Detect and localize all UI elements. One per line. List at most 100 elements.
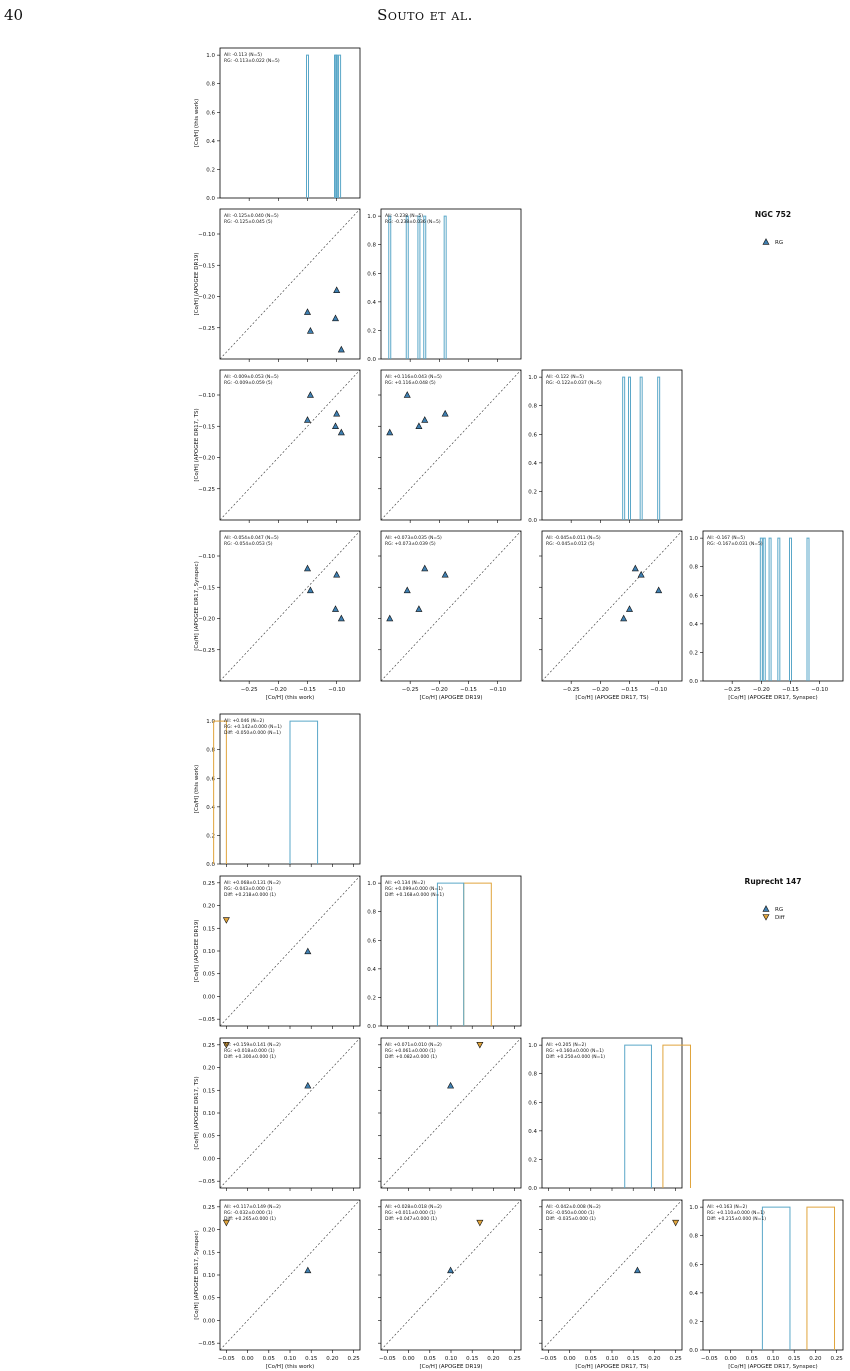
x-tick-label: 0.25 (670, 1356, 683, 1362)
histogram-bar-rg (306, 54, 309, 198)
histogram-bar-diff (213, 720, 227, 864)
stats-annotation: RG: +0.160±0.000 (N=1) (546, 1048, 604, 1054)
legend-label: RG (775, 907, 783, 913)
panel-frame (702, 530, 844, 682)
data-point-rg (303, 308, 312, 315)
data-point-rg (306, 391, 314, 398)
x-tick-label: 0.00 (563, 1356, 576, 1362)
data-point-diff (222, 1219, 230, 1227)
panel-frame (219, 208, 361, 360)
y-tick-label: 0.2 (528, 489, 537, 495)
data-point-diff (222, 1042, 230, 1049)
stats-annotation: Diff: +0.218±0.000 (1) (224, 892, 276, 898)
data-point-rg (447, 1266, 455, 1274)
y-tick-label: −0.05 (198, 1341, 215, 1347)
stats-annotation: RG: -0.125±0.045 (5) (224, 219, 273, 225)
one-to-one-line (380, 530, 522, 682)
y-tick-label: 0.10 (203, 949, 216, 955)
data-point-rg (304, 1081, 312, 1089)
y-tick-label: −0.05 (198, 1179, 215, 1185)
panel-frame (219, 875, 361, 1027)
legend-marker-diff (762, 914, 770, 921)
histogram-bar-diff (463, 882, 492, 1026)
data-point-rg (333, 286, 341, 293)
y-tick-label: 0.8 (689, 565, 698, 571)
y-tick-label: −0.25 (198, 487, 215, 493)
data-point-rg (441, 570, 449, 578)
y-tick-label: 0.4 (367, 967, 376, 973)
histogram-bar-rg (768, 537, 772, 681)
panel-frame (219, 47, 361, 199)
y-tick-label: −0.20 (198, 295, 215, 301)
panel-frame (541, 1037, 683, 1189)
y-tick-label: 0.6 (367, 938, 376, 944)
histogram-bar-rg (423, 215, 427, 359)
legend-label: RG (775, 240, 783, 246)
x-tick-label: −0.15 (621, 687, 638, 693)
data-point-rg (447, 1081, 455, 1089)
y-tick-label: 0.2 (689, 650, 698, 656)
data-point-rg (303, 564, 312, 572)
stats-annotation: All: +0.134 (N=2) (385, 880, 425, 886)
x-tick-label: −0.15 (299, 687, 316, 693)
x-tick-label: 0.15 (627, 1356, 640, 1362)
y-tick-label: 0.15 (203, 926, 216, 932)
legend-marker-rg (762, 238, 770, 245)
panel-frame (380, 875, 522, 1027)
histogram-bar-rg (338, 54, 342, 198)
x-tick-label: −0.25 (241, 687, 258, 693)
stats-annotation: All: +0.163 (N=2) (707, 1204, 747, 1210)
data-point-rg (625, 605, 634, 612)
panel-frame (380, 208, 522, 360)
y-axis-label: [Co/H] (this work) (194, 765, 200, 814)
x-tick-label: −0.10 (811, 687, 828, 693)
stats-annotation: All: -0.238 (N=5) (385, 213, 423, 219)
data-point-rg (415, 422, 423, 429)
stats-annotation: All: -0.045±0.011 (N=5) (546, 535, 601, 541)
y-tick-label: 0.4 (206, 805, 215, 811)
page-number: 40 (4, 6, 24, 24)
y-axis-label: [Co/H] (APOGEE DR17, TS) (194, 1076, 200, 1149)
y-tick-label: 0.6 (367, 271, 376, 277)
y-tick-label: 0.0 (367, 1024, 376, 1030)
one-to-one-line (541, 530, 683, 682)
data-point-rg (386, 614, 394, 622)
histogram-bar-rg (443, 215, 447, 359)
histogram-bar-rg (789, 537, 792, 681)
y-tick-label: 0.4 (689, 622, 698, 628)
y-tick-label: −0.15 (198, 585, 215, 591)
data-point-rg (337, 345, 345, 353)
y-tick-label: 0.8 (689, 1234, 698, 1240)
x-tick-label: 0.25 (831, 1356, 844, 1362)
y-tick-label: 0.4 (367, 300, 376, 306)
data-point-rg (441, 409, 449, 417)
y-axis-label: [Co/H] (APOGEE DR19) (194, 253, 200, 316)
y-tick-label: 0.0 (206, 862, 215, 868)
histogram-bar-rg (622, 376, 626, 520)
y-tick-label: 0.25 (203, 1205, 216, 1211)
stats-annotation: RG: -0.032±0.000 (1) (224, 1210, 273, 1216)
y-tick-label: 0.0 (528, 518, 537, 524)
y-tick-label: 0.0 (367, 357, 376, 363)
y-tick-label: −0.10 (198, 554, 215, 560)
data-point-rg (631, 564, 639, 572)
stats-annotation: All: +0.068±0.131 (N=2) (224, 880, 281, 886)
data-point-diff (476, 1219, 484, 1227)
histogram-bar-rg (436, 882, 465, 1026)
data-point-rg (620, 614, 628, 622)
legend-label: Diff (775, 915, 785, 921)
data-point-rg (303, 416, 312, 423)
x-tick-label: −0.25 (563, 687, 580, 693)
y-tick-label: 1.0 (206, 53, 215, 59)
panel-frame (380, 369, 522, 521)
y-tick-label: 0.6 (689, 1262, 698, 1268)
y-tick-label: 0.05 (203, 972, 216, 978)
x-axis-label: [Co/H] (APOGEE DR17, Synspec) (728, 695, 817, 701)
data-point-rg (421, 416, 429, 423)
data-point-rg (386, 428, 394, 436)
data-point-rg (333, 409, 341, 417)
stats-annotation: RG: +0.110±0.000 (N=1) (707, 1210, 765, 1216)
y-tick-label: 0.25 (203, 1043, 216, 1049)
group-title: NGC 752 (755, 210, 791, 219)
